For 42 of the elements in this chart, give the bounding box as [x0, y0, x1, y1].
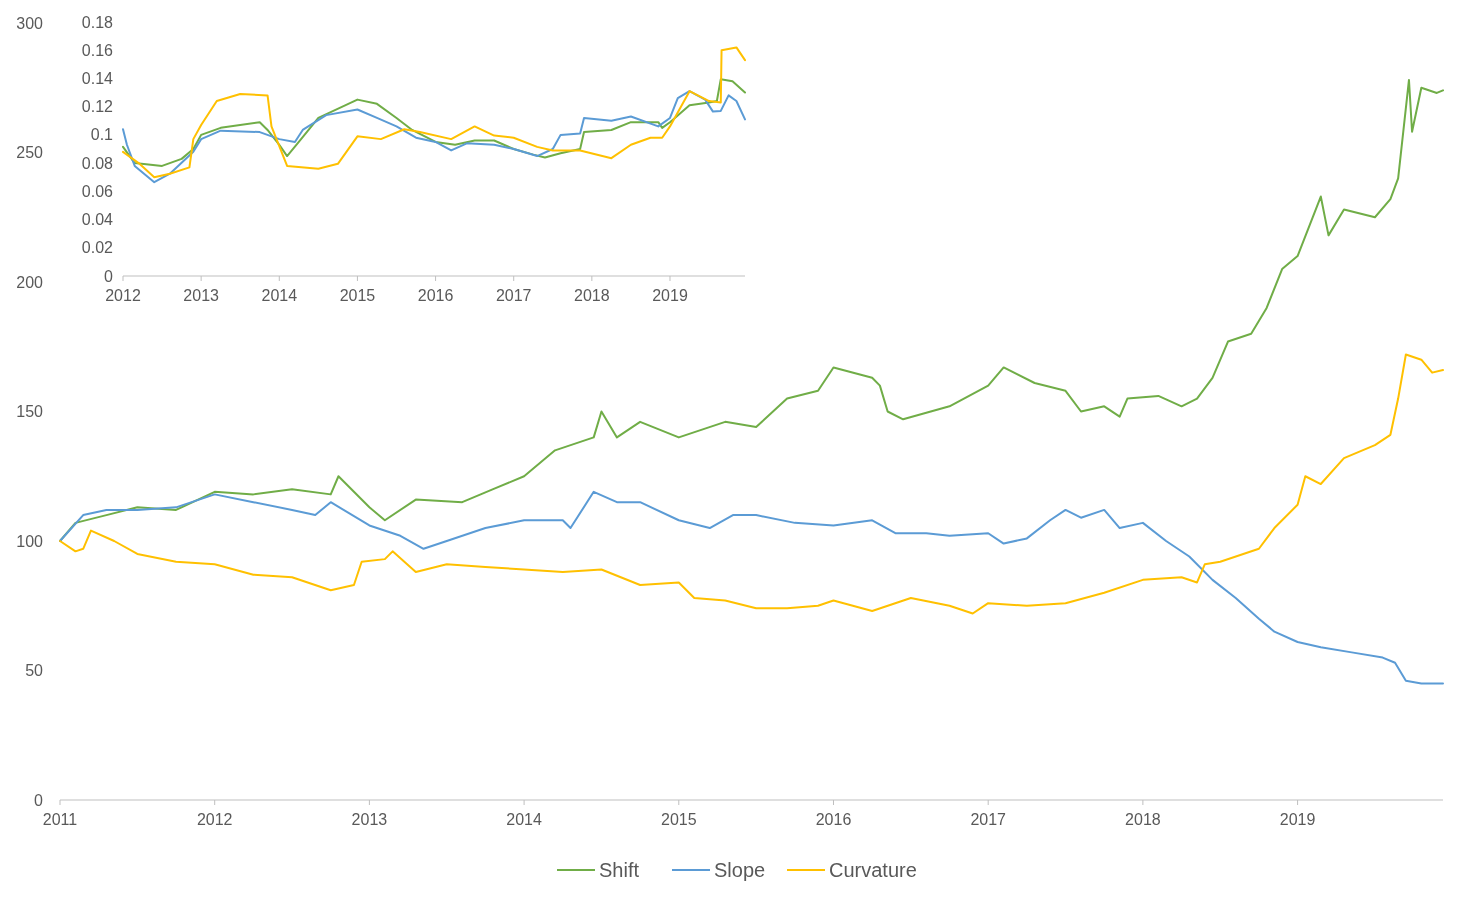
y-tick-label: 0.1: [90, 126, 114, 144]
y-tick-label: 100: [16, 532, 44, 550]
y-tick-label: 300: [16, 14, 44, 32]
y-tick-label: 0.16: [81, 41, 114, 59]
legend-label: Shift: [599, 859, 640, 881]
x-tick-label: 2017: [495, 287, 532, 304]
y-tick-label: 0.02: [81, 239, 114, 257]
x-tick-label: 2012: [105, 287, 141, 304]
y-tick-label: 0.06: [81, 182, 114, 200]
y-tick-label: 0.08: [81, 154, 114, 172]
y-tick-label: 150: [16, 403, 44, 421]
y-tick-label: 0.04: [81, 211, 114, 229]
line-series: [59, 490, 1444, 685]
line-series: [59, 353, 1444, 615]
x-tick-label: 2017: [970, 811, 1007, 828]
y-tick-label: 0.12: [81, 98, 114, 116]
legend-label: Curvature: [829, 859, 917, 881]
x-tick-label: 2014: [261, 287, 298, 304]
x-tick-label: 2014: [506, 811, 542, 828]
x-tick-label: 2012: [196, 811, 233, 828]
y-tick-label: 200: [16, 273, 44, 291]
y-tick-label: 250: [16, 144, 44, 162]
x-tick-label: 2019: [652, 287, 688, 304]
y-tick-label: 0.14: [81, 70, 114, 88]
line-series: [122, 90, 746, 184]
legend-label: Slope: [714, 859, 766, 881]
x-tick-label: 2018: [574, 287, 610, 304]
line-series: [122, 46, 746, 179]
x-tick-label: 2011: [42, 811, 78, 828]
x-tick-label: 2016: [417, 287, 454, 304]
x-tick-label: 2013: [351, 811, 388, 828]
line-series: [122, 78, 746, 167]
x-tick-label: 2013: [183, 287, 220, 304]
y-tick-label: 0.18: [81, 13, 114, 31]
y-tick-label: 0: [104, 267, 114, 285]
x-tick-label: 2018: [1125, 811, 1161, 828]
y-tick-label: 50: [25, 662, 44, 680]
x-tick-label: 2016: [815, 811, 852, 828]
y-tick-label: 0: [34, 791, 44, 809]
x-tick-label: 2015: [661, 811, 697, 828]
x-tick-label: 2019: [1279, 811, 1316, 828]
x-tick-label: 2015: [339, 287, 376, 304]
